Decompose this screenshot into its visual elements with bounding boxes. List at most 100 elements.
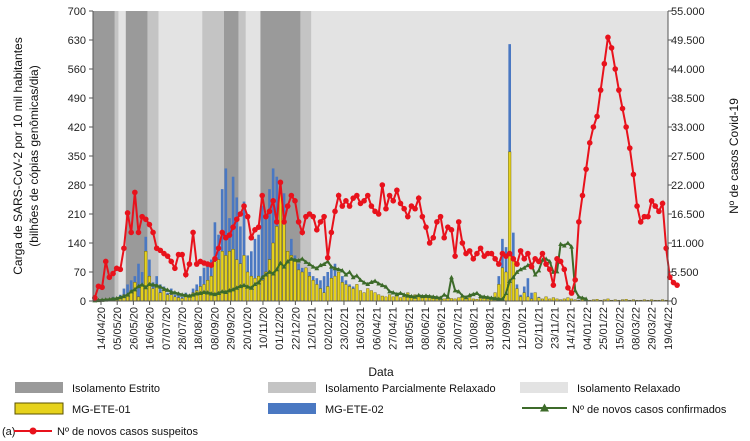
marker-confirmados-98 xyxy=(449,274,454,280)
marker-confirmados-52 xyxy=(281,264,287,269)
bar-ete01-71 xyxy=(351,288,355,302)
marker-confirmados-70 xyxy=(347,269,352,274)
marker-suspeitos-7 xyxy=(117,266,124,273)
marker-suspeitos-37 xyxy=(226,232,233,238)
marker-suspeitos-81 xyxy=(386,192,393,199)
bar-ete01-74 xyxy=(362,292,366,302)
x-tick-label-0: 14/04/20 xyxy=(96,307,108,350)
marker-confirmados-89 xyxy=(416,292,422,298)
x-tick-label-7: 08/09/20 xyxy=(209,307,221,350)
marker-confirmados-133 xyxy=(576,294,582,299)
marker-suspeitos-63 xyxy=(321,213,327,220)
marker-confirmados-115 xyxy=(510,274,516,280)
right-tick-label-2: 11.000 xyxy=(671,238,704,250)
right-tick-label-7: 38.500 xyxy=(671,93,705,105)
marker-confirmados-10 xyxy=(128,289,134,294)
marker-suspeitos-96 xyxy=(441,234,447,241)
right-tick-label-4: 22.000 xyxy=(671,180,705,192)
bar-ete01-14 xyxy=(144,251,148,302)
marker-suspeitos-147 xyxy=(626,145,633,151)
marker-confirmados-73 xyxy=(358,277,363,282)
marker-suspeitos-119 xyxy=(525,250,531,257)
bar-ete01-119 xyxy=(526,296,530,302)
marker-suspeitos-74 xyxy=(361,198,367,204)
marker-suspeitos-60 xyxy=(310,213,316,220)
marker-suspeitos-150 xyxy=(637,219,644,225)
marker-confirmados-7 xyxy=(117,294,123,300)
right-tick-label-3: 16.500 xyxy=(671,209,705,221)
marker-confirmados-9 xyxy=(125,292,130,297)
marker-suspeitos-84 xyxy=(397,200,404,207)
marker-suspeitos-16 xyxy=(150,229,156,236)
marker-confirmados-118 xyxy=(521,265,527,270)
marker-suspeitos-4 xyxy=(106,274,113,281)
legend-marker-suspeitos xyxy=(29,427,37,435)
legend-label-parcial: Isolamento Parcialmente Relaxado xyxy=(325,383,496,395)
legend-swatch-estrito xyxy=(15,382,63,393)
marker-confirmados-60 xyxy=(310,264,316,269)
x-tick-label-31: 25/01/22 xyxy=(598,307,610,350)
marker-confirmados-79 xyxy=(379,282,385,288)
bar-ete01-118 xyxy=(522,292,526,302)
band-parcial-8 xyxy=(238,11,246,301)
marker-suspeitos-46 xyxy=(259,192,266,199)
marker-confirmados-44 xyxy=(252,281,258,287)
x-tick-label-2: 26/05/20 xyxy=(128,307,140,350)
marker-confirmados-77 xyxy=(372,278,378,283)
marker-suspeitos-51 xyxy=(277,179,284,186)
marker-confirmados-105 xyxy=(474,290,480,296)
x-tick-label-6: 18/08/20 xyxy=(193,307,205,350)
marker-suspeitos-22 xyxy=(172,265,178,272)
marker-confirmados-84 xyxy=(398,290,403,296)
left-tick-label-4: 280 xyxy=(68,180,86,192)
legend-label-relaxado: Isolamento Relaxado xyxy=(577,383,680,395)
marker-confirmados-117 xyxy=(518,266,524,272)
x-tick-label-10: 10/11/20 xyxy=(258,307,270,349)
marker-confirmados-34 xyxy=(216,290,221,296)
bar-ete02-119 xyxy=(526,278,530,301)
left-tick-label-0: 0 xyxy=(80,296,86,308)
marker-confirmados-55 xyxy=(292,257,298,262)
marker-suspeitos-153 xyxy=(648,198,655,204)
marker-suspeitos-8 xyxy=(121,245,127,252)
bar-ete01-51 xyxy=(278,193,282,302)
marker-suspeitos-25 xyxy=(183,271,189,278)
marker-confirmados-45 xyxy=(256,280,261,285)
x-tick-label-26: 12/10/21 xyxy=(517,307,529,350)
marker-confirmados-15 xyxy=(147,281,152,287)
bar-ete01-116 xyxy=(515,288,519,302)
marker-suspeitos-89 xyxy=(415,195,422,201)
band-relaxado-2 xyxy=(118,11,126,301)
x-tick-label-29: 14/12/21 xyxy=(566,307,578,350)
bar-ete01-76 xyxy=(369,290,373,302)
x-tick-label-1: 05/05/20 xyxy=(112,307,124,350)
marker-suspeitos-45 xyxy=(255,224,262,230)
bar-ete01-9 xyxy=(126,295,130,302)
marker-suspeitos-49 xyxy=(270,198,276,204)
marker-confirmados-135 xyxy=(583,296,589,301)
marker-confirmados-106 xyxy=(478,293,483,299)
bar-ete01-40 xyxy=(238,263,242,302)
bar-ete01-52 xyxy=(282,217,286,302)
bar-ete01-16 xyxy=(151,288,155,302)
bar-ete01-38 xyxy=(231,249,235,302)
marker-confirmados-8 xyxy=(121,293,127,299)
marker-confirmados-41 xyxy=(241,282,247,288)
marker-suspeitos-143 xyxy=(612,66,619,72)
marker-confirmados-29 xyxy=(197,290,203,296)
marker-suspeitos-85 xyxy=(401,205,407,212)
legend-marker-confirmados xyxy=(540,403,549,412)
marker-suspeitos-137 xyxy=(590,124,597,130)
x-tick-label-13: 12/01/21 xyxy=(307,307,319,350)
bar-ete01-57 xyxy=(300,271,304,302)
marker-suspeitos-78 xyxy=(375,211,382,217)
bar-ete01-63 xyxy=(322,292,326,302)
marker-suspeitos-42 xyxy=(244,213,251,220)
x-tick-label-28: 23/11/21 xyxy=(550,307,562,349)
marker-suspeitos-134 xyxy=(579,192,586,199)
marker-suspeitos-148 xyxy=(630,171,637,178)
marker-suspeitos-40 xyxy=(237,211,244,217)
bar-ete01-13 xyxy=(140,284,144,302)
marker-confirmados-63 xyxy=(321,261,327,267)
